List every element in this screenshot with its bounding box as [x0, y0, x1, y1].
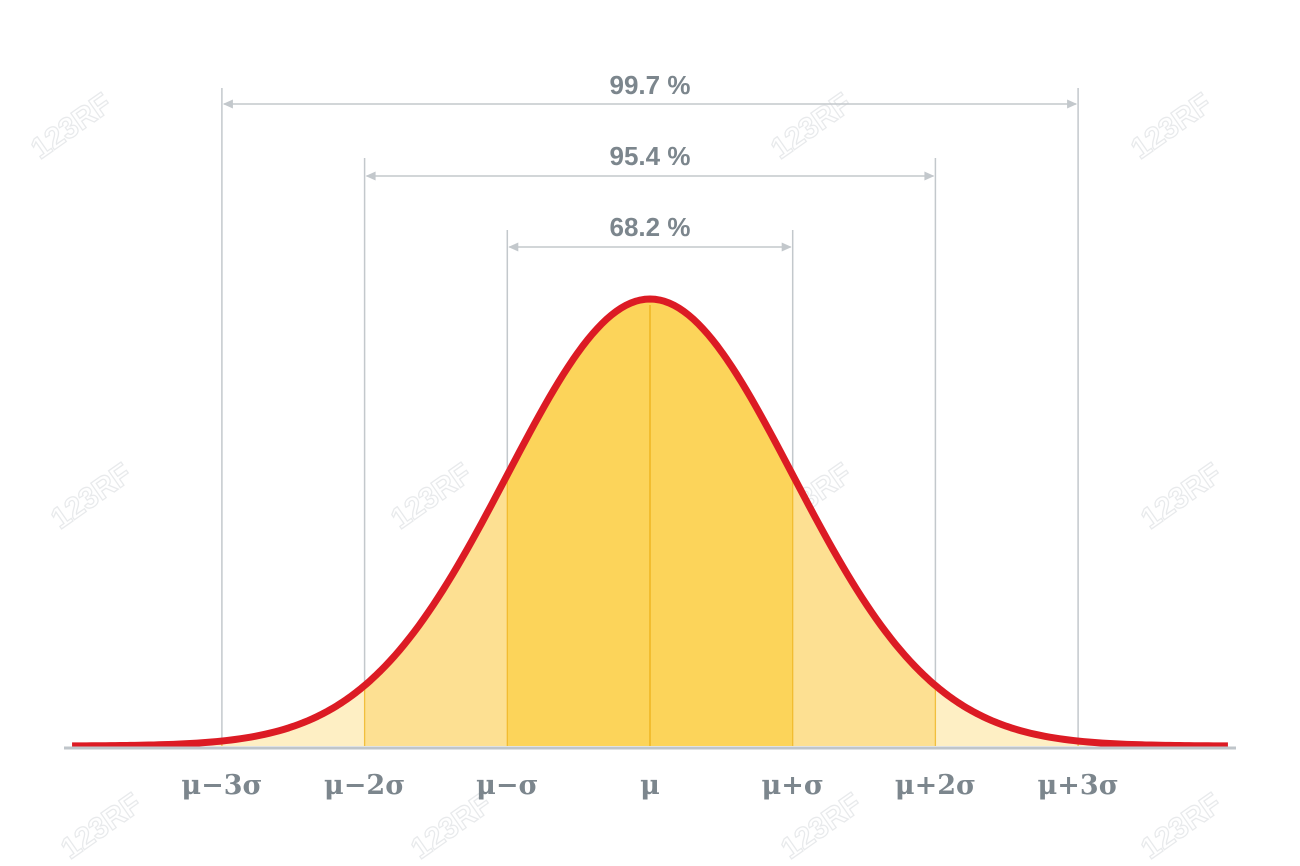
watermark-text: 123RF	[1135, 457, 1228, 536]
arrow-head-right	[1067, 99, 1078, 109]
arrow-head-right	[781, 242, 792, 252]
x-tick-label: μ−σ	[476, 770, 538, 801]
density-curve-layer	[72, 295, 1228, 750]
x-tick-label: μ	[640, 770, 660, 801]
x-tick-label: μ−2σ	[324, 770, 405, 801]
watermark-text: 123RF	[765, 87, 858, 166]
x-tick-label: μ+3σ	[1038, 770, 1119, 801]
watermark-text: 123RF	[45, 457, 138, 536]
arrow-head-left	[222, 99, 233, 109]
sigma-guide-lines	[221, 88, 1079, 746]
arrow-head-right	[924, 171, 935, 181]
watermark-text: 123RF	[1135, 787, 1228, 866]
interval-percent-label: 68.2 %	[610, 212, 691, 242]
watermark-text: 123RF	[55, 787, 148, 866]
density-curve	[72, 295, 1228, 750]
watermark-text: 123RF	[1125, 87, 1218, 166]
interval-percent-label: 95.4 %	[610, 141, 691, 171]
x-axis: μ−3σ μ−2σ μ−σ μ μ+σ μ+2σ μ+3σ	[64, 746, 1236, 801]
interval-arrows: 99.7 % 95.4 % 68.2 %	[222, 70, 1078, 252]
interval-percent-label: 99.7 %	[610, 70, 691, 100]
x-tick-label: μ+2σ	[895, 770, 976, 801]
x-tick-label: μ−3σ	[181, 770, 262, 801]
x-tick-label: μ+σ	[762, 770, 824, 801]
watermark-text: 123RF	[25, 87, 118, 166]
arrow-head-left	[508, 242, 519, 252]
watermark-text: 123RF	[385, 457, 478, 536]
arrow-head-left	[365, 171, 376, 181]
